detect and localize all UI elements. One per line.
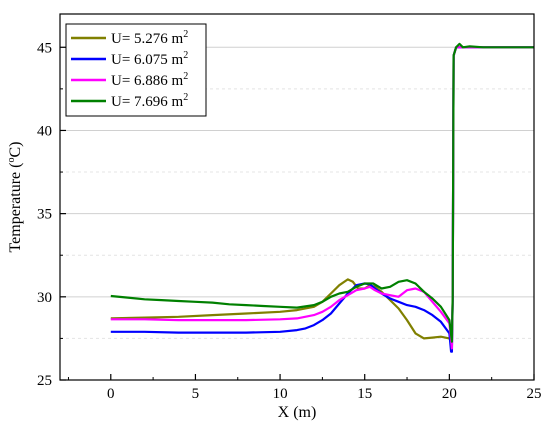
- y-tick-label: 35: [37, 207, 52, 223]
- series-line-2: [110, 46, 534, 353]
- x-tick-label: 25: [527, 386, 542, 402]
- legend-label-4: U= 7.696 m2: [111, 92, 188, 110]
- series-line-3: [110, 46, 534, 350]
- x-axis-label: X (m): [278, 404, 317, 421]
- x-tick-label: 5: [192, 386, 200, 402]
- y-tick-label: 40: [37, 123, 52, 139]
- axis-ticks: 0 5 10 15 20 25 25 30 35 40 45: [37, 40, 542, 402]
- plot-frame: [59, 13, 535, 381]
- y-axis-label: Temperature (oC): [6, 142, 24, 253]
- legend-label-1: U= 5.276 m2: [111, 29, 188, 47]
- legend: U= 5.276 m2 U= 6.075 m2 U= 6.886 m2 U= 7.69…: [65, 23, 207, 117]
- legend-label-2: U= 6.075 m2: [111, 50, 188, 68]
- series-line-4: [110, 42, 534, 343]
- legend-label-3: U= 6.886 m2: [111, 71, 188, 89]
- x-tick-label: 0: [107, 386, 115, 402]
- y-axis-label-prefix: Temperature (: [7, 163, 24, 253]
- y-tick-label: 25: [37, 373, 52, 389]
- y-tick-label: 30: [37, 290, 52, 306]
- y-tick-label: 45: [37, 40, 52, 56]
- x-tick-label: 10: [273, 386, 288, 402]
- x-tick-label: 20: [442, 386, 457, 402]
- y-axis-label-degree: o: [6, 158, 17, 163]
- x-tick-label: 15: [357, 386, 372, 402]
- y-axis-label-suffix: C): [7, 142, 24, 158]
- series-lines: [110, 42, 534, 353]
